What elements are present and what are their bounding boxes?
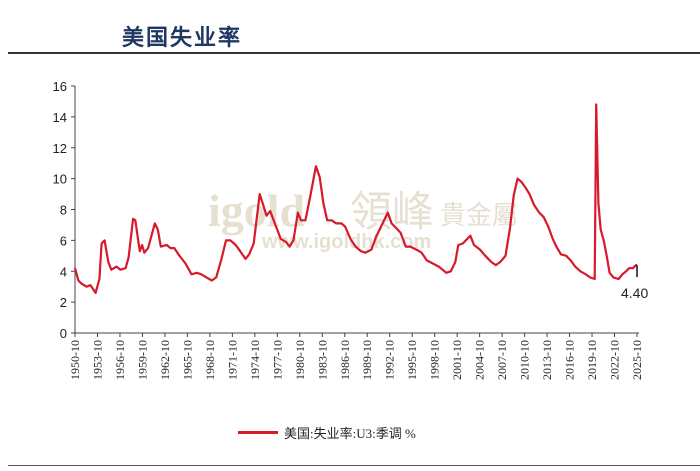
x-tick-label: 1989-10 xyxy=(360,340,374,380)
x-tick-label: 2004-10 xyxy=(473,340,487,380)
x-tick-label: 1971-10 xyxy=(225,340,239,380)
x-tick-label: 1965-10 xyxy=(180,340,194,380)
x-tick-label: 1953-10 xyxy=(90,340,104,380)
x-tick-label: 1980-10 xyxy=(293,340,307,380)
legend: 美国:失业率:U3:季调 % xyxy=(238,423,416,442)
series-line xyxy=(73,103,637,294)
x-tick-label: 1986-10 xyxy=(338,340,352,380)
y-tick-label: 8 xyxy=(60,203,67,218)
y-tick-label: 16 xyxy=(53,79,67,94)
watermark: igold 領峰 貴金屬 www.igoldhk.com xyxy=(208,185,518,253)
y-tick-label: 12 xyxy=(53,141,67,156)
y-tick-label: 14 xyxy=(53,110,67,125)
y-tick-label: 10 xyxy=(53,172,67,187)
watermark-sub: 貴金屬 xyxy=(440,201,518,231)
x-tick-label: 2025-10 xyxy=(630,340,644,380)
title-divider xyxy=(8,52,700,54)
x-tick-label: 1992-10 xyxy=(383,340,397,380)
x-tick-label: 2019-10 xyxy=(585,340,599,380)
x-tick-label: 2016-10 xyxy=(563,340,577,380)
watermark-url: www.igoldhk.com xyxy=(261,231,431,253)
x-tick-label: 1998-10 xyxy=(428,340,442,380)
x-tick-label: 1968-10 xyxy=(203,340,217,380)
x-tick-label: 1995-10 xyxy=(405,340,419,380)
x-tick-label: 2010-10 xyxy=(518,340,532,380)
x-tick-label: 1950-10 xyxy=(68,340,82,380)
y-tick-label: 2 xyxy=(60,295,67,310)
page-title: 美国失业率 xyxy=(122,25,243,51)
x-tick-label: 1977-10 xyxy=(270,340,284,380)
x-tick-label: 1962-10 xyxy=(158,340,172,380)
y-tick-label: 6 xyxy=(60,233,67,248)
x-tick-label: 1983-10 xyxy=(315,340,329,380)
x-tick-label: 2001-10 xyxy=(450,340,464,380)
x-tick-label: 1959-10 xyxy=(135,340,149,380)
y-tick-label: 0 xyxy=(60,326,67,341)
x-tick-label: 2013-10 xyxy=(540,340,554,380)
x-tick-label: 2022-10 xyxy=(608,340,622,380)
legend-label: 美国:失业率:U3:季调 % xyxy=(284,426,416,441)
bottom-divider xyxy=(8,465,700,466)
x-tick-label: 1974-10 xyxy=(248,340,262,380)
watermark-cn: 領峰 xyxy=(350,187,434,236)
x-tick-label: 1956-10 xyxy=(113,340,127,380)
x-tick-label: 2007-10 xyxy=(495,340,509,380)
last-value-label: 4.40 xyxy=(621,285,648,301)
legend-swatch xyxy=(238,431,278,434)
y-tick-label: 4 xyxy=(60,264,67,279)
